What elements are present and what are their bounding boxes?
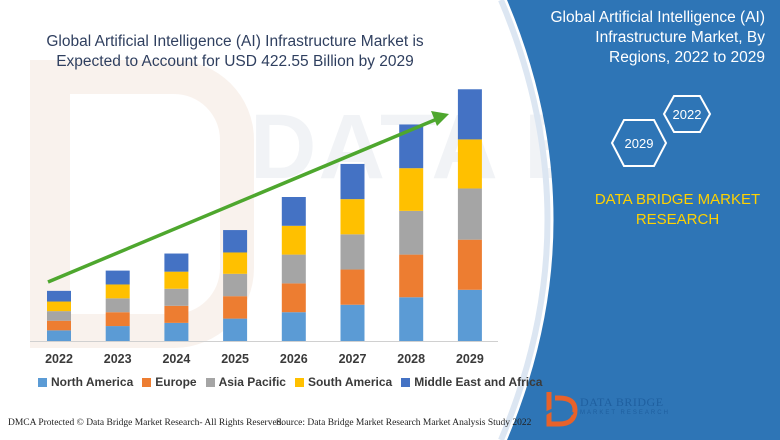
bar-2023-europe (105, 312, 130, 327)
bar-2027-south-america (340, 199, 365, 235)
bar-2022-asia-pacific (47, 311, 71, 321)
footer-source: Source: Data Bridge Market Research Mark… (276, 418, 532, 428)
hexagon-2022 (662, 95, 712, 133)
bar-2023-south-america (105, 284, 130, 299)
x-tick-2029: 2029 (456, 352, 484, 366)
bar-2025-south-america (223, 252, 248, 274)
trend-arrow (47, 111, 449, 284)
bar-2024-asia-pacific (164, 288, 189, 306)
logo-name: DATA BRIDGE (580, 395, 664, 409)
hexagon-2029 (610, 119, 668, 167)
legend-swatch (294, 377, 304, 387)
x-tick-2024: 2024 (162, 352, 190, 366)
bar-2022-south-america (47, 301, 71, 312)
panel-shape (507, 0, 780, 440)
x-tick-2028: 2028 (397, 352, 425, 366)
x-tick-2027: 2027 (339, 352, 367, 366)
legend-label: Europe (155, 375, 197, 389)
x-tick-2023: 2023 (104, 352, 132, 366)
panel-curve-highlight (498, 0, 551, 440)
footer-copyright: DMCA Protected © Data Bridge Market Rese… (8, 418, 284, 428)
bar-2029-middle-east-and-africa (457, 89, 482, 140)
bar-2026-asia-pacific (281, 254, 306, 284)
hex-label-2022: 2022 (673, 107, 702, 122)
x-tick-2022: 2022 (45, 352, 73, 366)
bar-2029-europe (457, 239, 482, 290)
bar-2026-south-america (281, 225, 306, 255)
bar-2024-north-america (164, 322, 189, 341)
legend-item-europe: Europe (142, 375, 197, 389)
side-title: Global Artificial Intelligence (AI) Infr… (550, 9, 765, 66)
x-tick-2026: 2026 (280, 352, 308, 366)
chart-legend: North America Europe Asia Pacific South Ame… (38, 375, 551, 389)
hex-label-2029: 2029 (625, 136, 654, 151)
bar-2022-middle-east-and-africa (47, 290, 71, 302)
bar-2029-north-america (457, 289, 482, 341)
bar-2025-north-america (223, 318, 248, 341)
bar-2024-south-america (164, 271, 189, 289)
bar-2022-north-america (47, 330, 71, 341)
legend-item-north-america: North America (38, 375, 133, 389)
legend-label: North America (51, 375, 134, 389)
bar-2026-north-america (281, 312, 306, 341)
bar-2028-europe (399, 254, 424, 298)
bar-2024-middle-east-and-africa (164, 253, 189, 272)
legend-item-south-america: South America (294, 375, 393, 389)
legend-item-asia-pacific: Asia Pacific (205, 375, 286, 389)
bar-2026-middle-east-and-africa (281, 197, 306, 226)
bar-2025-middle-east-and-africa (223, 230, 248, 253)
bar-2028-north-america (399, 297, 424, 341)
legend-label: South America (307, 375, 393, 389)
brand-name: DATA BRIDGE MARKET RESEARCH (594, 191, 761, 228)
bar-2025-europe (223, 296, 248, 319)
legend-label: Middle East and Africa (414, 375, 543, 389)
x-tick-2025: 2025 (221, 352, 249, 366)
bar-2028-asia-pacific (399, 210, 424, 255)
legend-item-middle-east-and-africa: Middle East and Africa (401, 375, 542, 389)
bar-2029-south-america (457, 139, 482, 189)
bar-2026-europe (281, 283, 306, 313)
bar-2023-middle-east-and-africa (105, 270, 130, 285)
legend-swatch (401, 377, 411, 387)
x-tick-labels: 2022 2023 2024 2025 2026 2027 2028 2029 (45, 352, 484, 366)
bar-2027-middle-east-and-africa (340, 163, 365, 200)
chart-title: Global Artificial Intelligence (AI) Infr… (46, 33, 424, 70)
bar-2029-asia-pacific (457, 188, 482, 240)
bar-2028-south-america (399, 168, 424, 211)
legend-swatch (38, 377, 47, 387)
bar-2025-asia-pacific (223, 273, 248, 297)
bar-2024-europe (164, 305, 189, 323)
bar-2027-europe (340, 269, 365, 305)
logo-tagline: MARKET RESEARCH (580, 410, 670, 416)
bar-2027-north-america (340, 304, 365, 341)
bar-2023-asia-pacific (105, 298, 130, 313)
bar-group (47, 89, 482, 341)
legend-swatch (142, 377, 152, 387)
legend-swatch (205, 377, 215, 387)
bar-2023-north-america (105, 326, 130, 341)
data-bridge-logo (544, 392, 578, 427)
legend-label: Asia Pacific (218, 375, 286, 389)
bar-2022-europe (47, 320, 71, 331)
bar-2027-asia-pacific (340, 234, 365, 270)
